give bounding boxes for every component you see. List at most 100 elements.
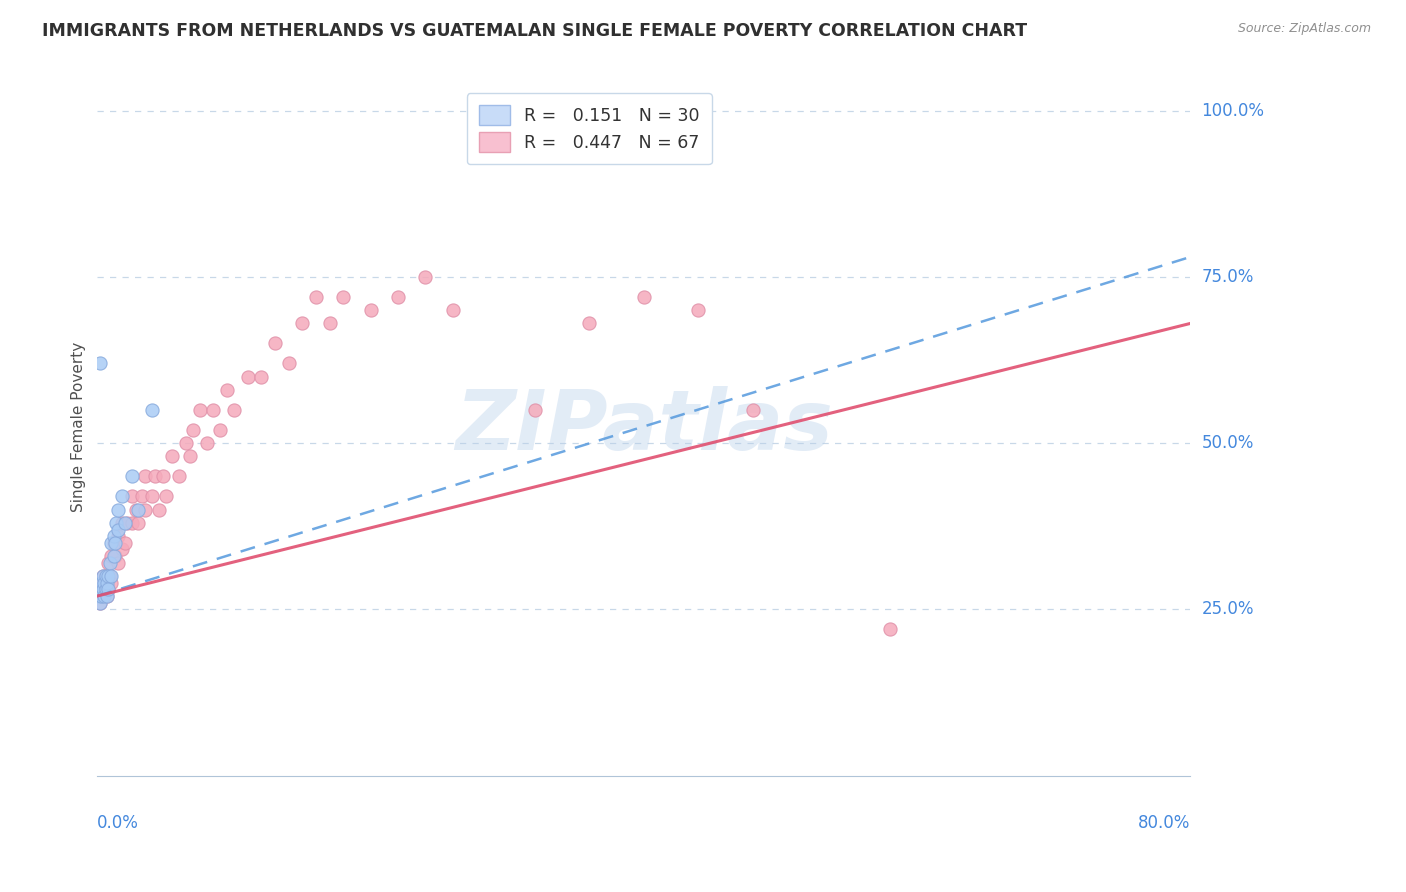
Point <box>91 582 114 597</box>
Point <box>688 303 710 318</box>
Y-axis label: Single Female Poverty: Single Female Poverty <box>72 342 86 512</box>
Text: IMMIGRANTS FROM NETHERLANDS VS GUATEMALAN SINGLE FEMALE POVERTY CORRELATION CHAR: IMMIGRANTS FROM NETHERLANDS VS GUATEMALA… <box>42 22 1028 40</box>
Point <box>105 516 128 530</box>
Point <box>162 450 184 464</box>
Point <box>103 529 125 543</box>
Text: 80.0%: 80.0% <box>1137 814 1191 832</box>
Point <box>181 423 204 437</box>
Point <box>148 502 170 516</box>
Point <box>523 402 546 417</box>
Point <box>100 536 122 550</box>
Point <box>277 356 299 370</box>
Point <box>114 516 136 530</box>
Point <box>174 436 197 450</box>
Point <box>107 523 129 537</box>
Point <box>111 542 134 557</box>
Point <box>98 569 121 583</box>
Point <box>360 303 382 318</box>
Point <box>94 582 117 597</box>
Point <box>264 336 287 351</box>
Point <box>387 290 409 304</box>
Point <box>103 536 125 550</box>
Point <box>103 549 125 563</box>
Point <box>107 556 129 570</box>
Point <box>217 383 239 397</box>
Point <box>96 569 118 583</box>
Point <box>89 356 111 370</box>
Text: 0.0%: 0.0% <box>97 814 139 832</box>
Point <box>97 569 120 583</box>
Point <box>93 589 115 603</box>
Point <box>89 596 111 610</box>
Point <box>91 569 114 583</box>
Point <box>107 502 129 516</box>
Point <box>94 569 117 583</box>
Point <box>578 317 600 331</box>
Point <box>117 516 139 530</box>
Point <box>250 369 273 384</box>
Point <box>441 303 464 318</box>
Point <box>236 369 259 384</box>
Point <box>413 269 436 284</box>
Point <box>209 423 232 437</box>
Text: 50.0%: 50.0% <box>1202 434 1254 452</box>
Point <box>89 596 111 610</box>
Point <box>879 622 901 636</box>
Point <box>152 469 174 483</box>
Point <box>89 582 111 597</box>
Point <box>169 469 191 483</box>
Legend: R =   0.151   N = 30, R =   0.447   N = 67: R = 0.151 N = 30, R = 0.447 N = 67 <box>467 93 711 164</box>
Point <box>202 402 225 417</box>
Point <box>97 556 120 570</box>
Point <box>124 502 146 516</box>
Point <box>742 402 765 417</box>
Point <box>291 317 314 331</box>
Point <box>90 589 112 603</box>
Point <box>89 582 111 597</box>
Point <box>90 589 112 603</box>
Point <box>107 529 129 543</box>
Text: 75.0%: 75.0% <box>1202 268 1254 286</box>
Point <box>96 575 118 590</box>
Point <box>100 549 122 563</box>
Point <box>134 502 156 516</box>
Point <box>93 589 115 603</box>
Point <box>104 536 127 550</box>
Point <box>114 536 136 550</box>
Point <box>134 469 156 483</box>
Point <box>111 516 134 530</box>
Point <box>121 489 143 503</box>
Point <box>155 489 177 503</box>
Text: Source: ZipAtlas.com: Source: ZipAtlas.com <box>1237 22 1371 36</box>
Point <box>90 575 112 590</box>
Point <box>96 589 118 603</box>
Point <box>91 582 114 597</box>
Point <box>305 290 328 304</box>
Point <box>127 516 149 530</box>
Point <box>97 582 120 597</box>
Point <box>87 589 110 603</box>
Point <box>188 402 211 417</box>
Point <box>318 317 340 331</box>
Point <box>179 450 201 464</box>
Point <box>104 549 127 563</box>
Point <box>100 575 122 590</box>
Point <box>91 569 114 583</box>
Point <box>100 569 122 583</box>
Point <box>222 402 245 417</box>
Point <box>94 569 117 583</box>
Point <box>332 290 354 304</box>
Point <box>111 489 134 503</box>
Point <box>87 589 110 603</box>
Point <box>98 556 121 570</box>
Point <box>90 575 112 590</box>
Point <box>93 575 115 590</box>
Text: 100.0%: 100.0% <box>1202 102 1264 120</box>
Point <box>141 489 163 503</box>
Text: 25.0%: 25.0% <box>1202 600 1254 618</box>
Point <box>121 516 143 530</box>
Point <box>97 582 120 597</box>
Point <box>121 469 143 483</box>
Point <box>96 589 118 603</box>
Point <box>131 489 153 503</box>
